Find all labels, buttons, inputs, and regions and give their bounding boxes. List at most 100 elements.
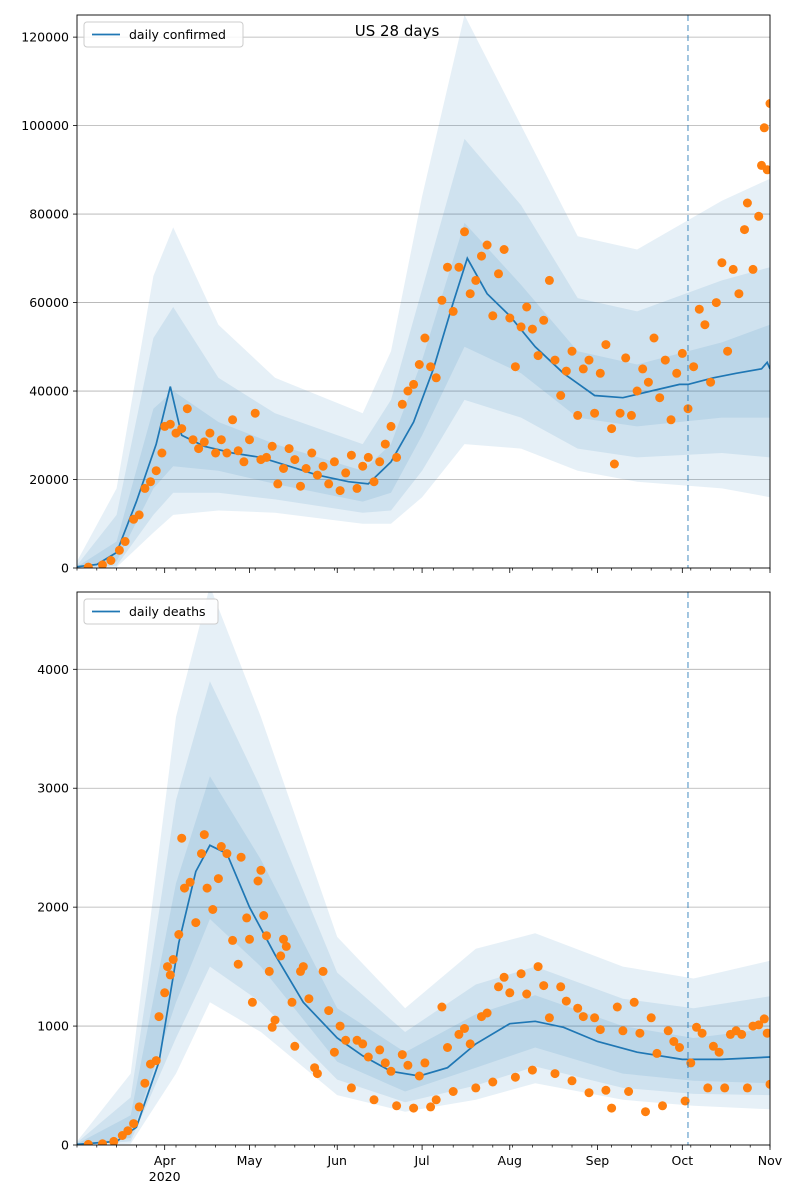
- observed-point: [615, 408, 625, 418]
- observed-point: [465, 1039, 475, 1049]
- observed-point: [352, 483, 362, 493]
- observed-point: [471, 1083, 481, 1093]
- observed-point: [482, 240, 492, 250]
- observed-point: [270, 1015, 280, 1025]
- y-tick-label: 4000: [37, 662, 69, 677]
- legend-label: daily deaths: [129, 604, 206, 619]
- x-tick-label: Jun: [326, 1153, 347, 1168]
- observed-point: [522, 302, 532, 312]
- observed-point: [380, 1058, 390, 1068]
- observed-point: [222, 448, 232, 458]
- y-tick-label: 60000: [29, 295, 69, 310]
- observed-point: [703, 1083, 713, 1093]
- y-tick-label: 40000: [29, 384, 69, 399]
- uncertainty-band: [77, 776, 770, 1145]
- observed-point: [191, 918, 201, 928]
- observed-point: [264, 966, 274, 976]
- observed-point: [199, 830, 209, 840]
- observed-point: [346, 450, 356, 460]
- observed-point: [177, 833, 187, 843]
- observed-point: [256, 865, 266, 875]
- legend: daily confirmed: [83, 21, 244, 48]
- observed-point: [120, 537, 130, 546]
- observed-point: [494, 269, 503, 279]
- observed-point: [375, 1045, 385, 1055]
- observed-point: [499, 245, 509, 254]
- observed-point: [649, 333, 659, 343]
- observed-point: [561, 366, 571, 376]
- observed-point: [202, 883, 212, 893]
- observed-point: [675, 1043, 684, 1052]
- observed-point: [403, 1060, 413, 1070]
- observed-point: [420, 1058, 430, 1068]
- observed-point: [578, 1012, 588, 1022]
- observed-point: [765, 1079, 770, 1089]
- observed-point: [697, 1028, 707, 1038]
- y-tick-label: 20000: [29, 472, 69, 487]
- observed-point: [465, 289, 475, 299]
- observed-point: [363, 452, 373, 462]
- observed-point: [301, 464, 311, 473]
- observed-point: [700, 320, 710, 330]
- observed-point: [454, 262, 464, 272]
- observed-point: [247, 997, 257, 1007]
- observed-point: [618, 1026, 628, 1036]
- observed-point: [165, 970, 175, 980]
- observed-point: [98, 1139, 107, 1145]
- observed-point: [208, 905, 218, 914]
- observed-point: [533, 962, 543, 972]
- observed-point: [253, 876, 263, 886]
- observed-point: [250, 408, 260, 418]
- legend-box: [83, 21, 244, 48]
- observed-point: [494, 982, 503, 992]
- observed-point: [584, 1088, 594, 1098]
- axes-frame: [76, 591, 771, 1146]
- observed-point: [437, 1002, 447, 1012]
- observed-point: [98, 560, 107, 568]
- observed-point: [488, 311, 498, 321]
- observed-point: [711, 298, 721, 308]
- observed-point: [714, 1047, 724, 1057]
- x-tick-label: Nov: [758, 1153, 783, 1168]
- y-tick-label: 3000: [37, 781, 69, 796]
- observed-point: [267, 441, 277, 451]
- observed-point: [409, 379, 419, 389]
- observed-point: [358, 461, 368, 471]
- observed-point: [601, 340, 611, 350]
- uncertainty-band: [77, 138, 770, 568]
- observed-point: [233, 959, 243, 969]
- observed-point: [595, 1025, 605, 1035]
- observed-point: [567, 1076, 577, 1086]
- y-tick-label: 2000: [37, 900, 69, 915]
- observed-point: [262, 452, 271, 462]
- observed-point: [329, 457, 339, 467]
- uncertainty-band: [77, 15, 770, 568]
- observed-point: [539, 981, 549, 991]
- confirmed-panel: 0 20000 40000 60000 80000 100000 120000 daily c…: [21, 14, 771, 576]
- observed-point: [590, 408, 600, 418]
- observed-point: [689, 362, 699, 372]
- observed-point: [392, 452, 402, 462]
- observed-point: [754, 1020, 764, 1030]
- observed-point: [471, 275, 481, 285]
- y-tick-label: 100000: [21, 118, 69, 133]
- observed-point: [567, 346, 577, 356]
- observed-point: [318, 461, 328, 471]
- observed-point: [180, 883, 189, 893]
- observed-point: [168, 955, 178, 964]
- observed-point: [109, 1136, 119, 1145]
- observed-point: [505, 988, 515, 998]
- y-tick-label: 0: [61, 1138, 69, 1153]
- observed-point: [182, 404, 192, 414]
- observed-point: [561, 996, 571, 1006]
- observed-point: [386, 421, 396, 431]
- observed-point: [624, 1087, 634, 1096]
- observed-point: [397, 1050, 407, 1060]
- observed-point: [431, 1095, 441, 1105]
- deaths-panel: 0 1000 2000 3000 4000 Apr May Jun Jul Aug Sep Oct No…: [37, 591, 783, 1184]
- observed-point: [765, 99, 770, 108]
- observed-point: [281, 941, 291, 951]
- observed-point: [550, 1069, 560, 1079]
- observed-point: [386, 1066, 396, 1076]
